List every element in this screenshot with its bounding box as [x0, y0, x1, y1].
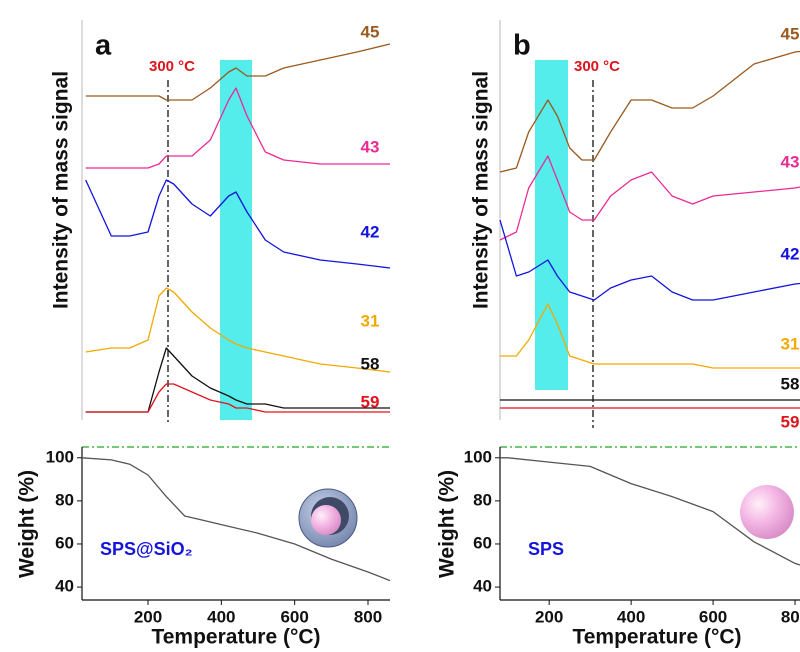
data-line — [85, 43, 391, 101]
y-tick-label: 60 — [55, 533, 74, 552]
series-label: 58 — [781, 374, 800, 393]
y-axis-label: Weight (%) — [16, 470, 39, 578]
series-label: 42 — [361, 222, 380, 241]
data-line — [81, 457, 391, 582]
highlight-band — [535, 60, 568, 390]
y-tick-label: 100 — [464, 447, 492, 466]
series-label: 45 — [781, 24, 800, 43]
data-line — [499, 155, 800, 241]
annotation: 300 °C — [574, 58, 620, 75]
x-tick-label: 200 — [535, 607, 563, 626]
y-axis-label: Intensity of mass signal — [470, 71, 493, 309]
annotation: 300 °C — [149, 58, 195, 75]
series-label: 58 — [361, 354, 380, 373]
series-label: 31 — [781, 334, 800, 353]
sphere-icon — [740, 485, 794, 539]
x-axis-label: Temperature (°C) — [572, 626, 741, 649]
data-line — [85, 87, 390, 169]
data-line — [500, 457, 800, 566]
core-shell-icon — [298, 488, 358, 548]
data-line — [85, 287, 391, 373]
annotation: SPS@SiO₂ — [100, 539, 193, 559]
highlight-band — [220, 60, 252, 420]
series-label: 43 — [781, 152, 800, 171]
y-tick-label: 60 — [473, 533, 492, 552]
annotation: SPS — [528, 539, 564, 559]
series-label: 45 — [361, 22, 380, 41]
data-line — [500, 303, 800, 369]
y-tick-label: 40 — [55, 577, 74, 596]
x-tick-label: 400 — [207, 607, 235, 626]
x-tick-label: 600 — [699, 607, 727, 626]
y-tick-label: 80 — [55, 490, 74, 509]
x-tick-label: 200 — [134, 607, 162, 626]
data-line — [85, 179, 391, 269]
data-line — [499, 50, 800, 173]
y-axis-label: Weight (%) — [436, 470, 459, 578]
series-label: 43 — [361, 137, 380, 156]
series-label: 31 — [361, 311, 380, 330]
panel-label: b — [513, 30, 531, 62]
series-label: 59 — [361, 392, 380, 411]
data-line — [85, 383, 390, 413]
data-line — [499, 219, 800, 301]
x-tick-label: 400 — [617, 607, 645, 626]
y-tick-label: 100 — [46, 447, 74, 466]
y-tick-label: 40 — [473, 577, 492, 596]
x-tick-label: 800 — [354, 607, 382, 626]
y-tick-label: 80 — [473, 490, 492, 509]
series-label: 59 — [781, 412, 800, 431]
panel-label: a — [95, 30, 112, 62]
y-axis-label: Intensity of mass signal — [50, 71, 73, 309]
x-tick-label: 800 — [781, 607, 800, 626]
x-axis-label: Temperature (°C) — [151, 626, 320, 649]
series-label: 42 — [781, 244, 800, 263]
x-tick-label: 600 — [280, 607, 308, 626]
